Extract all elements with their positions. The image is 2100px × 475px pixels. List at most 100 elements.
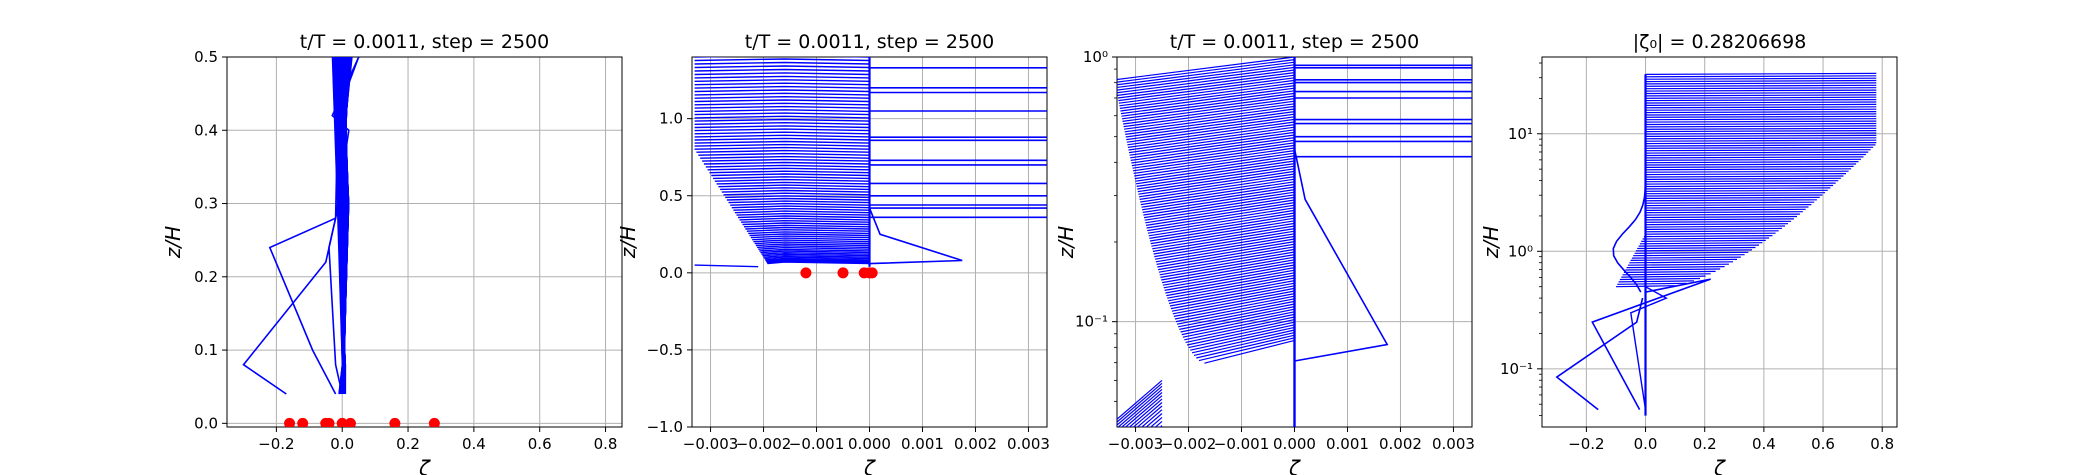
series-line <box>1645 161 1859 164</box>
series-line <box>1634 251 1749 254</box>
plot-area <box>694 57 1047 279</box>
series-line <box>731 205 870 209</box>
plot-area <box>242 57 440 427</box>
series-line <box>1117 385 1163 426</box>
series-line <box>1163 264 1295 289</box>
series-line <box>1645 232 1776 235</box>
series-line <box>1117 72 1295 96</box>
series-line <box>1125 113 1295 138</box>
x-axis-label: ζ <box>418 456 431 475</box>
series-line <box>1168 280 1295 304</box>
series-line <box>705 164 870 168</box>
series-line <box>723 192 870 196</box>
series-line <box>1618 280 1694 283</box>
series-line <box>1633 254 1745 257</box>
y-tick-label: 0.2 <box>194 268 218 286</box>
x-tick-label: −0.003 <box>1108 435 1164 453</box>
series-line <box>1645 137 1877 140</box>
series-line <box>1122 98 1295 122</box>
series-line <box>1626 266 1725 269</box>
y-tick-label: 0.5 <box>194 48 218 66</box>
chart-panel-4: −0.2 0.0 0.2 0.4 0.6 0.8 10⁻¹ 10⁰ 10¹ |ζ₀| = 0.28… <box>1479 31 1898 475</box>
series-line <box>1184 316 1295 341</box>
series-line <box>694 82 870 86</box>
series-line <box>1645 101 1877 104</box>
series-line <box>1645 168 1852 171</box>
series-line <box>1123 103 1295 128</box>
x-tick-label: −0.001 <box>1214 435 1270 453</box>
series-line <box>1591 278 1711 410</box>
series-line <box>1645 173 1847 176</box>
series-line <box>1645 127 1877 130</box>
series-line <box>1196 334 1295 359</box>
series-line <box>1635 249 1753 252</box>
chart-title: t/T = 0.0011, step = 2500 <box>1170 31 1419 53</box>
series-line <box>1645 132 1877 135</box>
series-line <box>1179 306 1295 330</box>
chart-title: |ζ₀| = 0.28206698 <box>1633 31 1807 53</box>
series-line <box>1117 379 1163 420</box>
series-line <box>694 89 870 93</box>
series-line <box>1645 149 1871 152</box>
series-line <box>1173 293 1295 317</box>
series-line <box>1645 223 1789 226</box>
chart-title: t/T = 0.0011, step = 2500 <box>745 31 994 53</box>
series-line <box>1141 183 1295 208</box>
data-point <box>866 267 878 279</box>
data-point <box>428 417 440 427</box>
series-line <box>707 167 870 171</box>
series-line <box>1152 225 1295 250</box>
series-line <box>1645 72 1877 75</box>
series-line <box>713 176 870 180</box>
series-line <box>1186 321 1295 346</box>
series-line <box>1622 273 1711 276</box>
x-tick-label: −0.2 <box>1568 435 1604 453</box>
y-tick-label: 1.0 <box>659 110 683 128</box>
series-line <box>1645 94 1877 97</box>
series-line <box>698 152 870 156</box>
chart-title: t/T = 0.0011, step = 2500 <box>300 31 549 53</box>
series-line <box>1645 144 1876 147</box>
series-line <box>1145 413 1163 427</box>
series-line <box>1645 111 1877 114</box>
series-line <box>1128 129 1295 154</box>
series-line <box>725 195 870 199</box>
series-line <box>1293 148 1389 362</box>
series-line <box>1645 192 1826 195</box>
y-tick-label: 10⁻¹ <box>1075 313 1108 331</box>
x-tick-label: −0.002 <box>1161 435 1217 453</box>
series-line <box>1120 90 1295 115</box>
series-line <box>1159 251 1295 276</box>
series-line <box>1645 125 1877 128</box>
series-line <box>868 207 963 265</box>
series-line <box>1161 256 1295 281</box>
series-line <box>742 222 870 226</box>
series-line <box>1166 272 1295 297</box>
series-line <box>1641 239 1766 242</box>
series-line <box>694 137 870 141</box>
series-line <box>694 121 870 125</box>
series-line <box>694 105 870 109</box>
series-line <box>694 85 870 89</box>
series-line <box>702 158 870 162</box>
series-line <box>694 61 870 65</box>
series-line <box>1645 96 1877 99</box>
series-line <box>694 68 870 72</box>
series-line <box>1170 285 1295 310</box>
series-line <box>1142 189 1295 213</box>
series-line <box>1639 242 1763 245</box>
series-line <box>1157 243 1295 268</box>
series-line <box>1631 256 1741 259</box>
series-line <box>1645 220 1792 223</box>
series-line <box>1555 297 1644 411</box>
y-tick-label: 0.5 <box>659 187 683 205</box>
series-line <box>1134 155 1295 180</box>
series-line <box>736 212 870 216</box>
x-tick-label: −0.002 <box>736 435 792 453</box>
series-line <box>1130 137 1295 161</box>
series-line <box>1643 235 1773 238</box>
series-line <box>694 131 870 135</box>
series-line <box>1625 268 1721 271</box>
series-line <box>1181 311 1295 336</box>
